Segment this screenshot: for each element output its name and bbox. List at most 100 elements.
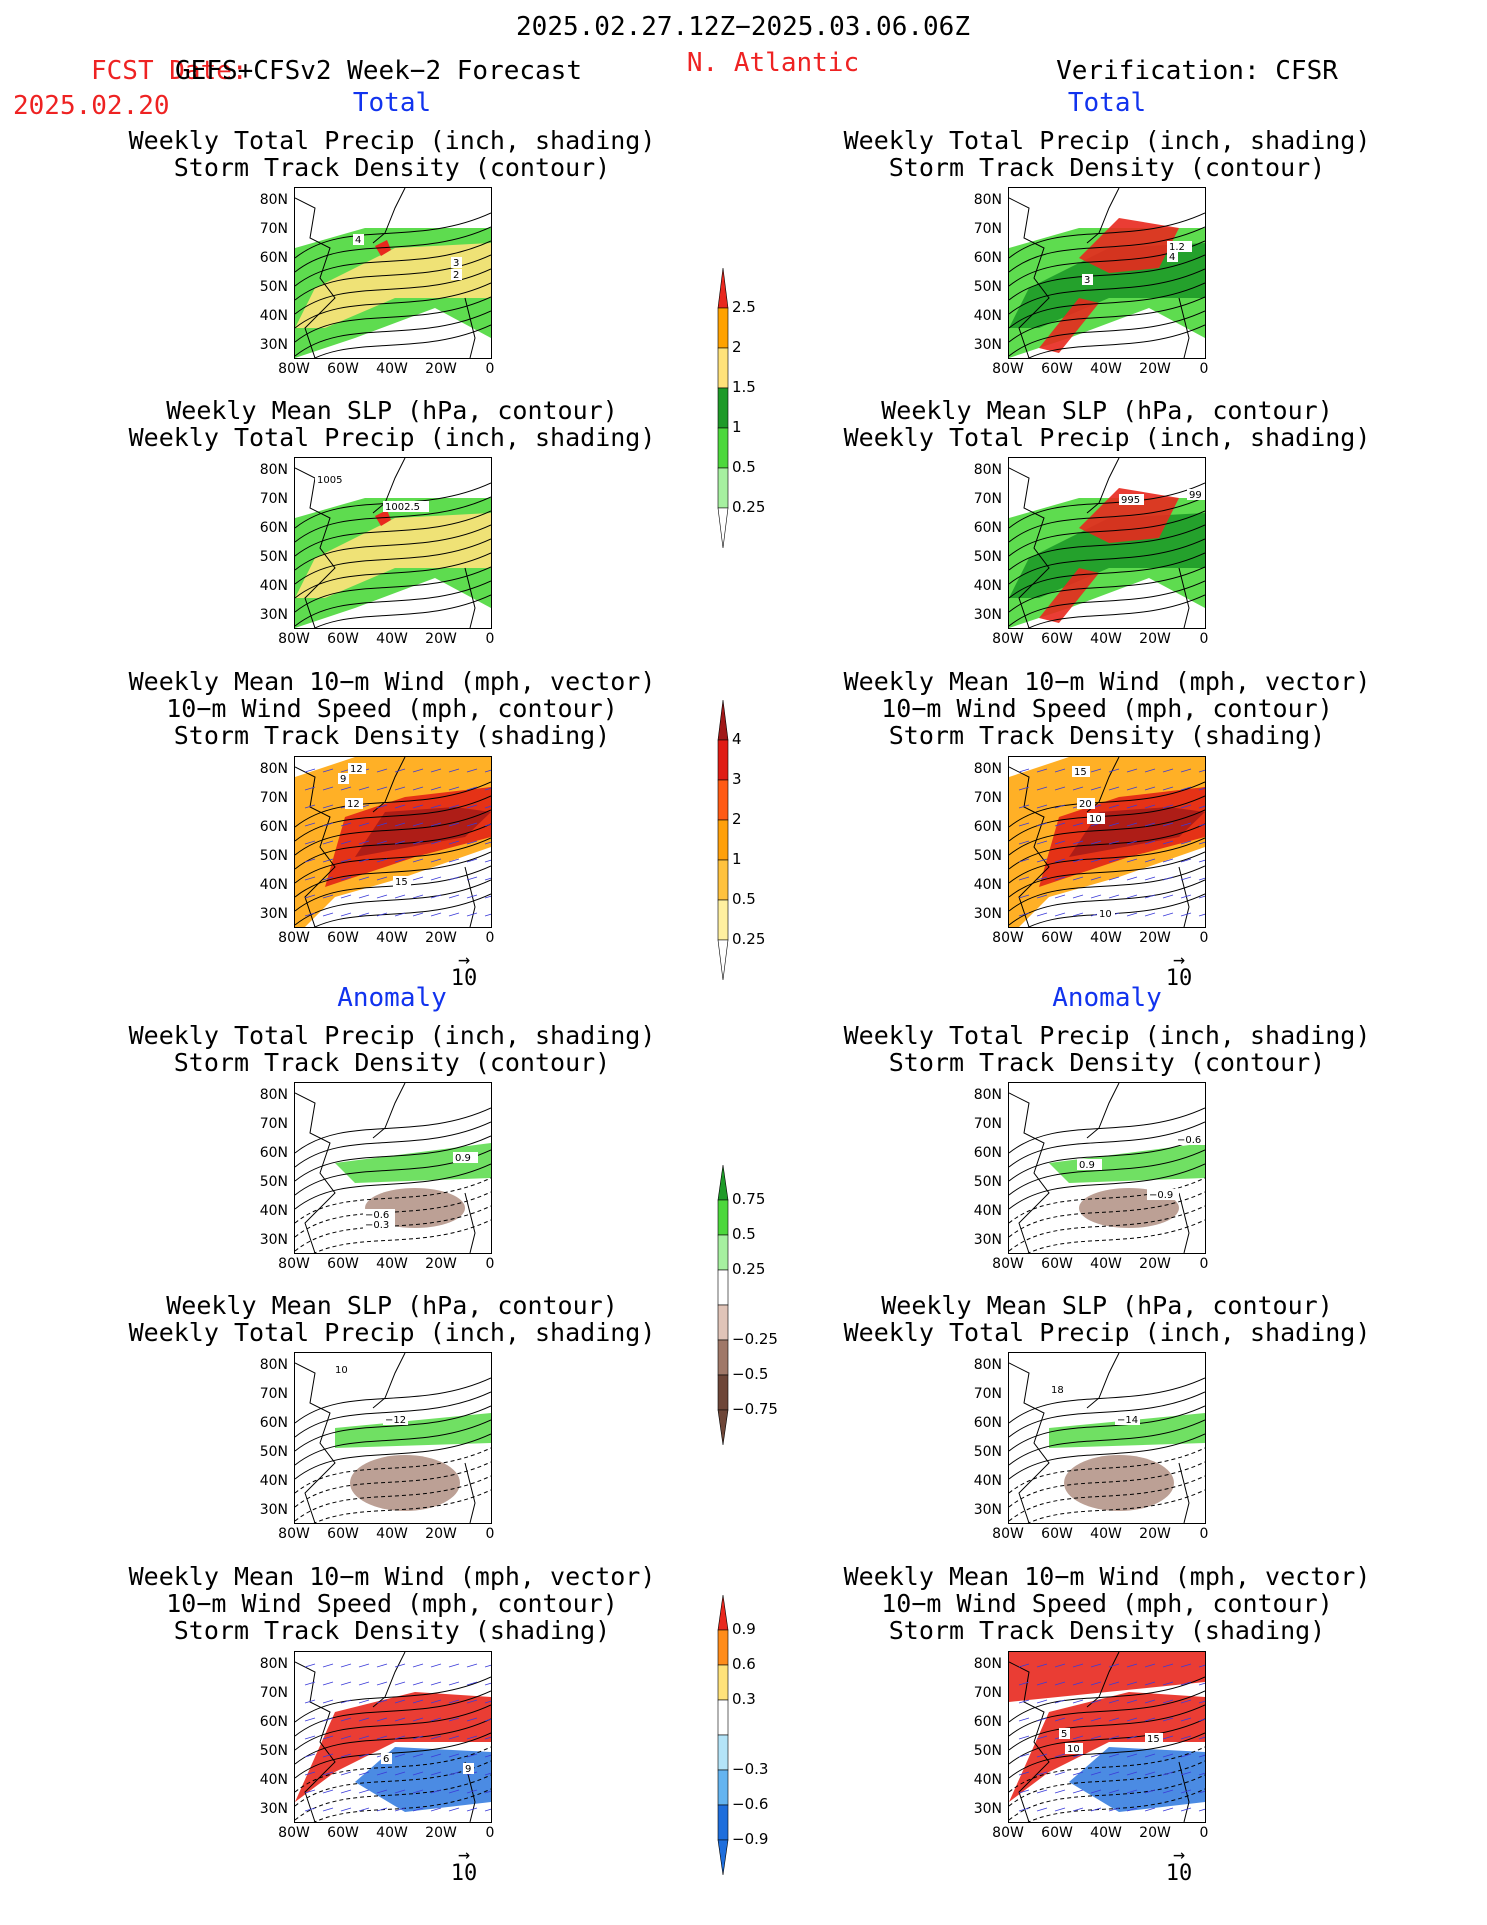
colorbar-label: 0.25	[732, 1260, 766, 1278]
shading-region	[295, 243, 491, 328]
contour-label-bg	[353, 234, 364, 245]
wind-vector	[1144, 858, 1156, 863]
colorbar-label: −0.25	[732, 1330, 778, 1348]
wind-vector	[1180, 876, 1192, 881]
forecast-period: 2025.02.27.12Z−2025.03.06.06Z	[516, 12, 970, 42]
colorbar-label: 4	[732, 730, 742, 748]
contour-label-bg	[381, 1753, 392, 1764]
wind-vector	[1144, 1717, 1156, 1722]
arrow-icon: →	[1172, 1842, 1186, 1866]
coastline	[1009, 1083, 1190, 1253]
contour-line	[295, 823, 491, 870]
wind-vector	[1108, 1789, 1120, 1794]
map-graphic: 0.9 −0.6−0.3	[295, 1083, 491, 1253]
wind-vector	[1144, 1789, 1156, 1794]
lat-tick-label: 70N	[973, 221, 1002, 237]
lat-tick-label: 70N	[973, 790, 1002, 806]
wind-vector	[1162, 1699, 1174, 1704]
colorbar-label: −0.9	[732, 1830, 769, 1848]
lon-tick-label: 40W	[1090, 1825, 1122, 1841]
shading-region	[1064, 1455, 1174, 1511]
contour-label: −0.6	[365, 1210, 389, 1221]
lat-tick-label: 80N	[259, 1357, 288, 1373]
wind-vector	[1018, 876, 1030, 881]
wind-vector	[412, 804, 424, 809]
wind-vector	[1180, 1753, 1192, 1758]
contour-label-bg	[1097, 908, 1115, 919]
colorbar-segment	[717, 899, 729, 941]
lat-tick-label: 30N	[973, 1232, 1002, 1248]
wind-vector	[412, 1735, 424, 1740]
wind-vector	[1036, 912, 1048, 917]
wind-vector	[1198, 1664, 1205, 1668]
wind-vector	[412, 1789, 424, 1794]
colorbar-label: −0.5	[732, 1365, 769, 1383]
wind-vector	[430, 822, 442, 827]
wind-vector	[376, 1681, 388, 1686]
lat-tick-label: 40N	[973, 1772, 1002, 1788]
lat-tick-label: 60N	[973, 1145, 1002, 1161]
wind-vector	[1162, 1771, 1174, 1776]
lon-tick-label: 60W	[327, 1256, 359, 1272]
wind-vector	[1162, 1789, 1174, 1794]
wind-vector	[1198, 1808, 1205, 1812]
panel-title-line: Weekly Mean 10−m Wind (mph, vector)	[843, 1562, 1371, 1591]
wind-vector	[412, 894, 424, 899]
lon-tick-label: 80W	[278, 1256, 310, 1272]
wind-vector	[466, 1807, 478, 1812]
wind-vector	[358, 1735, 370, 1740]
wind-vector	[304, 1771, 316, 1776]
contour-label-bg	[463, 1763, 474, 1774]
wind-vector	[1054, 876, 1066, 881]
wind-vector	[394, 894, 406, 899]
wind-vector	[1144, 822, 1156, 827]
contour-label: 9	[340, 774, 346, 785]
lat-tick-label: 60N	[973, 1714, 1002, 1730]
contour-line	[295, 1461, 491, 1508]
wind-vector	[1054, 768, 1066, 773]
contour-line	[1009, 482, 1205, 529]
wind-vector	[484, 1700, 491, 1704]
wind-vector	[466, 822, 478, 827]
wind-vector	[1144, 1699, 1156, 1704]
wind-vector	[466, 804, 478, 809]
coastline	[295, 458, 476, 628]
lat-tick-label: 40N	[973, 1473, 1002, 1489]
wind-vector	[358, 840, 370, 845]
lat-tick-label: 70N	[259, 491, 288, 507]
contour-line	[313, 1489, 491, 1523]
contour-line	[1009, 566, 1205, 613]
lat-tick-label: 50N	[259, 1174, 288, 1190]
coastline	[295, 1353, 476, 1523]
lon-tick-label: 80W	[992, 361, 1024, 377]
wind-vector	[376, 1717, 388, 1722]
wind-vector	[1090, 1789, 1102, 1794]
wind-vector	[376, 1735, 388, 1740]
wind-vector	[1036, 1699, 1048, 1704]
lon-tick-label: 0	[485, 631, 495, 647]
lat-tick-label: 40N	[259, 308, 288, 324]
contour-line	[295, 226, 491, 273]
panel-title-line: Weekly Mean 10−m Wind (mph, vector)	[843, 667, 1371, 696]
contour-line	[1009, 809, 1205, 856]
wind-vector	[1162, 876, 1174, 881]
wind-vector	[1072, 894, 1084, 899]
contour-label-bg	[1072, 766, 1090, 777]
wind-vector	[340, 1789, 352, 1794]
wind-vector	[484, 1682, 491, 1686]
contour-line	[1009, 1433, 1205, 1480]
wind-vector	[1126, 822, 1138, 827]
vector-reference: → 10	[1166, 949, 1193, 991]
lon-tick-label: 20W	[425, 930, 457, 946]
map-panel-vf-anom-precip: −0.6 0.9 −0.9	[1008, 1082, 1206, 1254]
map-graphic: 995 99	[1009, 458, 1205, 628]
contour-line	[1009, 1121, 1205, 1168]
panel-title: Weekly Mean 10−m Wind (mph, vector) 10−m …	[129, 1563, 656, 1644]
wind-vector	[358, 894, 370, 899]
contour-label-bg	[1147, 1189, 1179, 1200]
panel-title-line: Storm Track Density (contour)	[173, 1048, 611, 1077]
lat-tick-label: 60N	[259, 520, 288, 536]
lat-tick-label: 60N	[259, 819, 288, 835]
wind-vector	[304, 894, 316, 899]
